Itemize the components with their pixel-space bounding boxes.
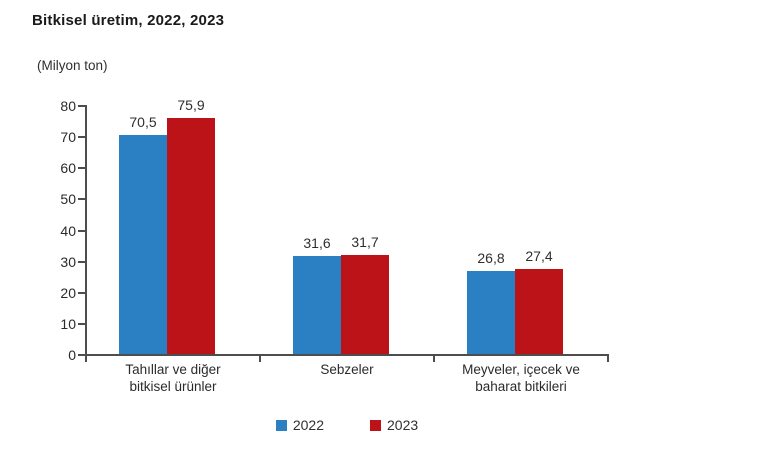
bar-2022 [119,134,167,354]
bar-2022 [467,270,515,354]
y-tick-label: 70 [60,129,76,146]
y-tick [78,105,85,107]
bar-2022 [293,255,341,354]
y-tick [78,198,85,201]
y-tick-label: 20 [60,284,76,301]
y-tick [78,260,85,263]
y-axis-unit-label: (Milyon ton) [37,58,108,73]
value-label-2022: 70,5 [129,113,157,130]
y-axis-line [85,105,87,356]
bar-2023 [341,255,389,354]
value-label-2023: 27,4 [525,247,553,264]
legend-item-2023: 2023 [370,417,418,433]
bar-2023 [167,117,215,354]
value-label-2023: 31,7 [351,234,379,251]
y-tick-label: 40 [60,222,76,239]
legend-label-2023: 2023 [387,417,419,433]
y-tick-label: 50 [60,191,76,208]
y-tick [78,322,85,325]
bar-2023 [515,268,563,354]
y-tick [78,354,85,356]
y-tick-label: 10 [60,315,76,332]
x-tick [85,356,87,362]
x-tick [259,356,261,362]
x-category-label: Sebzeler [320,362,374,377]
y-tick-label: 0 [68,347,76,363]
y-tick [78,136,85,139]
y-tick-label: 30 [60,253,76,270]
y-tick-label: 60 [60,160,76,177]
legend-swatch-2022 [275,419,287,431]
chart-title: Bitkisel üretim, 2022, 2023 [32,12,225,29]
x-axis-line [85,354,609,356]
y-tick-label: 80 [60,98,76,114]
value-label-2022: 31,6 [303,234,331,251]
x-tick [607,356,609,362]
y-tick [78,291,85,294]
x-category-label: Tahıllar ve diğer bitkisel ürünler [125,362,221,394]
y-tick [78,229,85,232]
legend-swatch-2023 [370,419,381,431]
value-label-2022: 26,8 [477,249,505,266]
legend-item-2022: 2022 [275,417,324,433]
value-label-2023: 75,9 [177,96,205,113]
y-tick [78,167,85,170]
legend-label-2022: 2022 [292,417,324,433]
x-category-label: Meyveler, içecek ve baharat bitkileri [462,362,580,394]
x-tick [433,356,435,362]
legend: 2022 2023 [86,417,608,433]
